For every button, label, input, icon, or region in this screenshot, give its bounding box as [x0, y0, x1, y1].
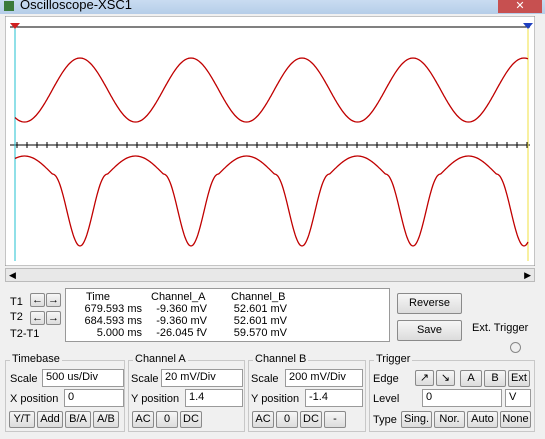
label: Scale: [10, 373, 38, 385]
group-title: Channel B: [253, 353, 309, 365]
t1-label: T1: [10, 296, 23, 308]
level-unit[interactable]: V: [505, 389, 531, 407]
toggle-button[interactable]: A/B: [93, 411, 119, 428]
group-title: Channel A: [133, 353, 188, 365]
rising-edge[interactable]: ↗: [415, 370, 434, 386]
readout-cell: 52.601 mV: [233, 303, 287, 315]
title-bar: Oscilloscope-XSC1 ✕: [0, 0, 545, 14]
toggle-button[interactable]: Y/T: [9, 411, 35, 428]
scroll-left[interactable]: ◀: [9, 270, 16, 280]
label: Scale: [251, 373, 279, 385]
trigger-level[interactable]: 0: [422, 389, 502, 407]
falling-edge[interactable]: ↘: [436, 370, 455, 386]
toggle-button[interactable]: A: [460, 370, 482, 387]
t1-left[interactable]: ←: [30, 293, 45, 307]
label: Y position: [251, 393, 300, 405]
readout-cell: -26.045 fV: [156, 327, 207, 339]
readout-cell: 59.570 mV: [233, 327, 287, 339]
channel-a-scale[interactable]: 20 mV/Div: [161, 369, 243, 387]
t2-label: T2: [10, 311, 23, 323]
window-title: Oscilloscope-XSC1: [20, 0, 132, 12]
window-icon: [4, 1, 14, 11]
toggle-button[interactable]: Add: [37, 411, 63, 428]
label: Edge: [373, 373, 399, 385]
timebase-scale[interactable]: 500 us/Div: [42, 369, 124, 387]
channel-a-ypos[interactable]: 1.4: [185, 389, 243, 407]
label: Scale: [131, 373, 159, 385]
t1-right[interactable]: →: [46, 293, 61, 307]
toggle-button[interactable]: Nor.: [434, 411, 465, 428]
toggle-button[interactable]: Ext: [508, 370, 530, 387]
toggle-button[interactable]: AC: [132, 411, 154, 428]
close-button[interactable]: ✕: [498, 0, 542, 13]
screen-bg: [5, 16, 535, 266]
ext-trigger-label: Ext. Trigger: [472, 322, 529, 334]
channel-a-group: Channel A Scale 20 mV/Div Y position 1.4…: [128, 353, 245, 432]
label: X position: [10, 393, 59, 405]
x-position[interactable]: 0: [64, 389, 124, 407]
channel-a-trace: [14, 57, 529, 123]
label: Level: [373, 393, 400, 405]
readout-cell: 679.593 ms: [84, 303, 142, 315]
save-button[interactable]: Save: [397, 320, 462, 341]
readout-cell: -9.360 mV: [156, 315, 207, 327]
toggle-button[interactable]: B: [484, 370, 506, 387]
timebase-group: Timebase Scale 500 us/Div X position 0 Y…: [5, 353, 125, 432]
group-title: Timebase: [10, 353, 62, 365]
readout-header: Channel_A: [151, 291, 206, 303]
toggle-button[interactable]: 0: [156, 411, 178, 428]
toggle-button[interactable]: 0: [276, 411, 298, 428]
h-scrollbar[interactable]: ◀ ▶: [5, 268, 535, 282]
channel-b-ypos[interactable]: -1.4: [305, 389, 363, 407]
reverse-button[interactable]: Reverse: [397, 293, 462, 314]
readout-table: Time Channel_A Channel_B 679.593 ms -9.360 m…: [65, 288, 390, 342]
channel-b-trace: [14, 155, 529, 247]
channel-b-group: Channel B Scale 200 mV/Div Y position -1…: [248, 353, 366, 432]
readout-cell: 684.593 ms: [84, 315, 142, 327]
cursor-2-handle[interactable]: [523, 23, 533, 29]
readout-cell: 5.000 ms: [96, 327, 142, 339]
toggle-button[interactable]: DC: [300, 411, 322, 428]
toggle-button[interactable]: Auto: [467, 411, 498, 428]
cursor-1-handle[interactable]: [10, 23, 20, 29]
toggle-button[interactable]: -: [324, 411, 346, 428]
t2-right[interactable]: →: [46, 311, 61, 325]
readout-header: Channel_B: [231, 291, 286, 303]
channel-b-scale[interactable]: 200 mV/Div: [285, 369, 363, 387]
readout-header: Time: [86, 291, 111, 303]
toggle-button[interactable]: AC: [252, 411, 274, 428]
toggle-button[interactable]: None: [500, 411, 531, 428]
scope-screen: [5, 16, 535, 266]
toggle-button[interactable]: DC: [180, 411, 202, 428]
label: Type: [373, 414, 397, 426]
label: Y position: [131, 393, 180, 405]
trigger-group: Trigger Edge ↗ ↘ A B Ext Level 0 V Type Si…: [369, 353, 535, 432]
t2-left[interactable]: ←: [30, 311, 45, 325]
group-title: Trigger: [374, 353, 413, 365]
readout-cell: 52.601 mV: [233, 315, 287, 327]
toggle-button[interactable]: B/A: [65, 411, 91, 428]
scroll-right[interactable]: ▶: [524, 270, 531, 280]
toggle-button[interactable]: Sing.: [401, 411, 432, 428]
readout-cell: -9.360 mV: [156, 303, 207, 315]
diff-label: T2-T1: [10, 328, 40, 340]
ext-trigger-terminal[interactable]: [510, 342, 521, 353]
